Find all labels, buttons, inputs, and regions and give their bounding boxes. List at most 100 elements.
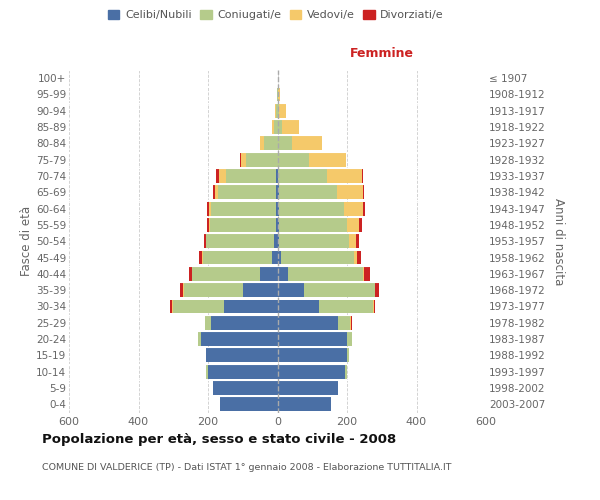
Bar [272, 120, 274, 134]
Bar [277, 218, 279, 232]
Bar [350, 316, 351, 330]
Bar [199, 250, 202, 264]
Bar [351, 316, 352, 330]
Bar [277, 169, 278, 183]
Bar [274, 120, 277, 134]
Text: Popolazione per età, sesso e stato civile - 2008: Popolazione per età, sesso e stato civil… [42, 432, 396, 446]
Bar [217, 169, 219, 183]
Bar [278, 153, 310, 166]
Bar [215, 186, 218, 200]
Bar [277, 88, 278, 102]
Bar [272, 250, 277, 264]
Bar [193, 267, 260, 281]
Bar [277, 136, 278, 150]
Bar [170, 300, 172, 314]
Y-axis label: Fasce di età: Fasce di età [20, 206, 33, 276]
Bar [288, 267, 362, 281]
Bar [347, 218, 359, 232]
Legend: Celibi/Nubili, Coniugati/e, Vedovi/e, Divorziati/e: Celibi/Nubili, Coniugati/e, Vedovi/e, Di… [104, 6, 448, 25]
Bar [211, 202, 276, 215]
Bar [338, 316, 350, 330]
Bar [180, 283, 183, 297]
Bar [281, 250, 354, 264]
Bar [202, 250, 203, 264]
Bar [241, 153, 246, 166]
Bar [240, 153, 241, 166]
Bar [277, 267, 288, 281]
Bar [277, 332, 347, 346]
Bar [359, 218, 362, 232]
Bar [218, 186, 276, 200]
Bar [172, 300, 173, 314]
Bar [263, 136, 277, 150]
Bar [207, 218, 209, 232]
Bar [376, 283, 379, 297]
Bar [206, 348, 277, 362]
Bar [213, 381, 277, 395]
Bar [277, 283, 304, 297]
Bar [210, 218, 276, 232]
Bar [349, 234, 356, 248]
Bar [277, 365, 345, 378]
Bar [337, 186, 362, 200]
Y-axis label: Anni di nascita: Anni di nascita [552, 198, 565, 285]
Bar [274, 234, 277, 248]
Bar [226, 169, 277, 183]
Text: Femmine: Femmine [350, 46, 414, 60]
Bar [211, 316, 277, 330]
Bar [277, 398, 331, 411]
Bar [278, 136, 292, 150]
Bar [279, 202, 344, 215]
Bar [373, 300, 374, 314]
Bar [278, 88, 280, 102]
Bar [277, 316, 338, 330]
Bar [260, 136, 263, 150]
Bar [173, 300, 224, 314]
Bar [281, 120, 299, 134]
Bar [354, 250, 358, 264]
Bar [347, 332, 352, 346]
Bar [205, 316, 211, 330]
Bar [310, 153, 346, 166]
Bar [327, 169, 362, 183]
Bar [243, 283, 277, 297]
Bar [345, 365, 347, 378]
Bar [358, 250, 361, 264]
Bar [197, 332, 201, 346]
Bar [201, 332, 277, 346]
Bar [277, 186, 279, 200]
Bar [292, 136, 322, 150]
Bar [204, 234, 206, 248]
Bar [207, 202, 209, 215]
Bar [279, 234, 349, 248]
Bar [183, 283, 184, 297]
Bar [220, 398, 277, 411]
Bar [279, 218, 347, 232]
Bar [276, 104, 277, 118]
Bar [277, 348, 347, 362]
Bar [208, 365, 277, 378]
Bar [319, 300, 373, 314]
Bar [374, 300, 376, 314]
Bar [184, 283, 243, 297]
Bar [277, 202, 279, 215]
Bar [276, 218, 277, 232]
Bar [347, 348, 349, 362]
Bar [304, 283, 375, 297]
Bar [224, 300, 277, 314]
Bar [275, 104, 276, 118]
Bar [203, 250, 272, 264]
Bar [277, 120, 278, 134]
Bar [276, 202, 277, 215]
Bar [277, 234, 279, 248]
Bar [206, 365, 208, 378]
Bar [260, 267, 277, 281]
Bar [356, 234, 359, 248]
Bar [277, 104, 279, 118]
Bar [276, 186, 277, 200]
Bar [191, 267, 193, 281]
Bar [189, 267, 191, 281]
Bar [213, 186, 215, 200]
Bar [278, 120, 281, 134]
Bar [206, 234, 274, 248]
